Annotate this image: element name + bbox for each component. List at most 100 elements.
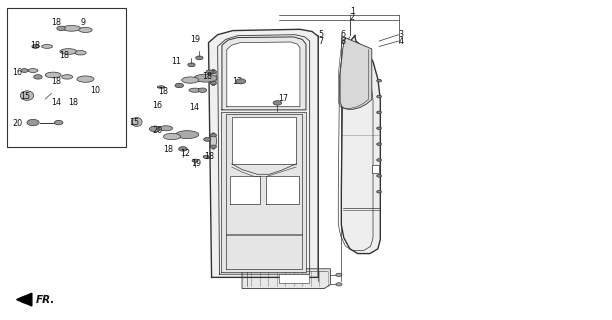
Text: 8: 8 <box>341 36 346 45</box>
Text: 5: 5 <box>318 30 323 39</box>
Circle shape <box>211 70 217 73</box>
Polygon shape <box>221 112 306 272</box>
Circle shape <box>188 63 195 67</box>
Text: 10: 10 <box>90 86 100 95</box>
Circle shape <box>336 273 342 276</box>
Text: 15: 15 <box>129 118 140 127</box>
Text: 18: 18 <box>158 87 168 96</box>
Circle shape <box>376 159 381 161</box>
Text: 18: 18 <box>51 77 61 86</box>
Text: 19: 19 <box>192 159 201 168</box>
Circle shape <box>376 111 381 114</box>
Ellipse shape <box>131 117 142 126</box>
Text: 14: 14 <box>51 98 61 107</box>
Circle shape <box>204 138 211 141</box>
Ellipse shape <box>75 51 86 55</box>
Text: 18: 18 <box>204 152 214 161</box>
Text: 11: 11 <box>171 57 181 66</box>
Circle shape <box>211 145 217 148</box>
Circle shape <box>57 26 65 31</box>
Ellipse shape <box>182 77 199 83</box>
Polygon shape <box>266 176 299 204</box>
Ellipse shape <box>45 72 61 78</box>
Circle shape <box>376 127 381 130</box>
Text: 18: 18 <box>31 41 40 50</box>
Polygon shape <box>222 37 306 110</box>
Text: 6: 6 <box>341 30 346 39</box>
Ellipse shape <box>42 44 53 48</box>
Circle shape <box>376 143 381 145</box>
Bar <box>372 165 379 173</box>
Polygon shape <box>227 42 300 107</box>
Circle shape <box>206 70 214 74</box>
Ellipse shape <box>176 131 199 139</box>
Circle shape <box>175 83 184 88</box>
Ellipse shape <box>20 91 34 100</box>
Text: 4: 4 <box>398 36 403 45</box>
Circle shape <box>149 126 160 132</box>
Ellipse shape <box>60 49 77 54</box>
Circle shape <box>376 175 381 177</box>
Ellipse shape <box>159 126 173 131</box>
Ellipse shape <box>163 133 181 140</box>
Circle shape <box>211 134 217 137</box>
Polygon shape <box>232 117 296 164</box>
Ellipse shape <box>77 76 94 82</box>
Ellipse shape <box>211 133 217 149</box>
Text: 19: 19 <box>190 35 200 44</box>
Text: 7: 7 <box>318 36 323 45</box>
Circle shape <box>376 95 381 98</box>
Circle shape <box>192 159 198 162</box>
Ellipse shape <box>62 75 73 79</box>
Text: 3: 3 <box>398 30 403 39</box>
Text: 16: 16 <box>152 101 162 110</box>
Circle shape <box>32 44 39 48</box>
Ellipse shape <box>157 86 165 88</box>
Polygon shape <box>242 269 330 288</box>
Circle shape <box>203 155 209 158</box>
Circle shape <box>21 69 28 72</box>
Ellipse shape <box>79 28 92 32</box>
Text: 18: 18 <box>51 18 61 27</box>
Text: 17: 17 <box>278 94 289 103</box>
Text: 13: 13 <box>232 77 242 86</box>
Polygon shape <box>230 176 260 204</box>
Circle shape <box>211 82 217 85</box>
Circle shape <box>273 101 282 105</box>
Text: 20: 20 <box>12 119 23 128</box>
Ellipse shape <box>194 74 217 82</box>
Text: FR.: FR. <box>36 295 56 305</box>
Text: 18: 18 <box>203 72 212 81</box>
Bar <box>278 274 309 284</box>
Text: 14: 14 <box>189 103 199 112</box>
Ellipse shape <box>28 69 38 72</box>
Polygon shape <box>340 38 372 109</box>
Circle shape <box>34 75 42 79</box>
Circle shape <box>336 283 342 286</box>
Circle shape <box>54 120 63 125</box>
Text: 1: 1 <box>350 7 355 16</box>
Text: 2: 2 <box>350 13 355 22</box>
Circle shape <box>196 56 203 60</box>
Text: 16: 16 <box>12 68 23 77</box>
Ellipse shape <box>211 69 217 86</box>
Ellipse shape <box>62 26 81 31</box>
Bar <box>7 8 126 147</box>
Text: 18: 18 <box>59 51 69 60</box>
Circle shape <box>179 147 187 151</box>
Text: 18: 18 <box>163 145 173 154</box>
Circle shape <box>198 88 207 92</box>
Text: 9: 9 <box>81 18 86 27</box>
Circle shape <box>376 79 381 82</box>
Polygon shape <box>17 293 32 306</box>
Circle shape <box>27 119 39 126</box>
Text: 20: 20 <box>152 126 163 135</box>
Polygon shape <box>209 29 318 277</box>
Text: 18: 18 <box>69 98 78 107</box>
Polygon shape <box>341 36 380 253</box>
Ellipse shape <box>189 88 201 92</box>
Text: 12: 12 <box>180 149 190 158</box>
Circle shape <box>236 79 245 84</box>
Circle shape <box>376 190 381 193</box>
Text: 15: 15 <box>20 92 30 101</box>
